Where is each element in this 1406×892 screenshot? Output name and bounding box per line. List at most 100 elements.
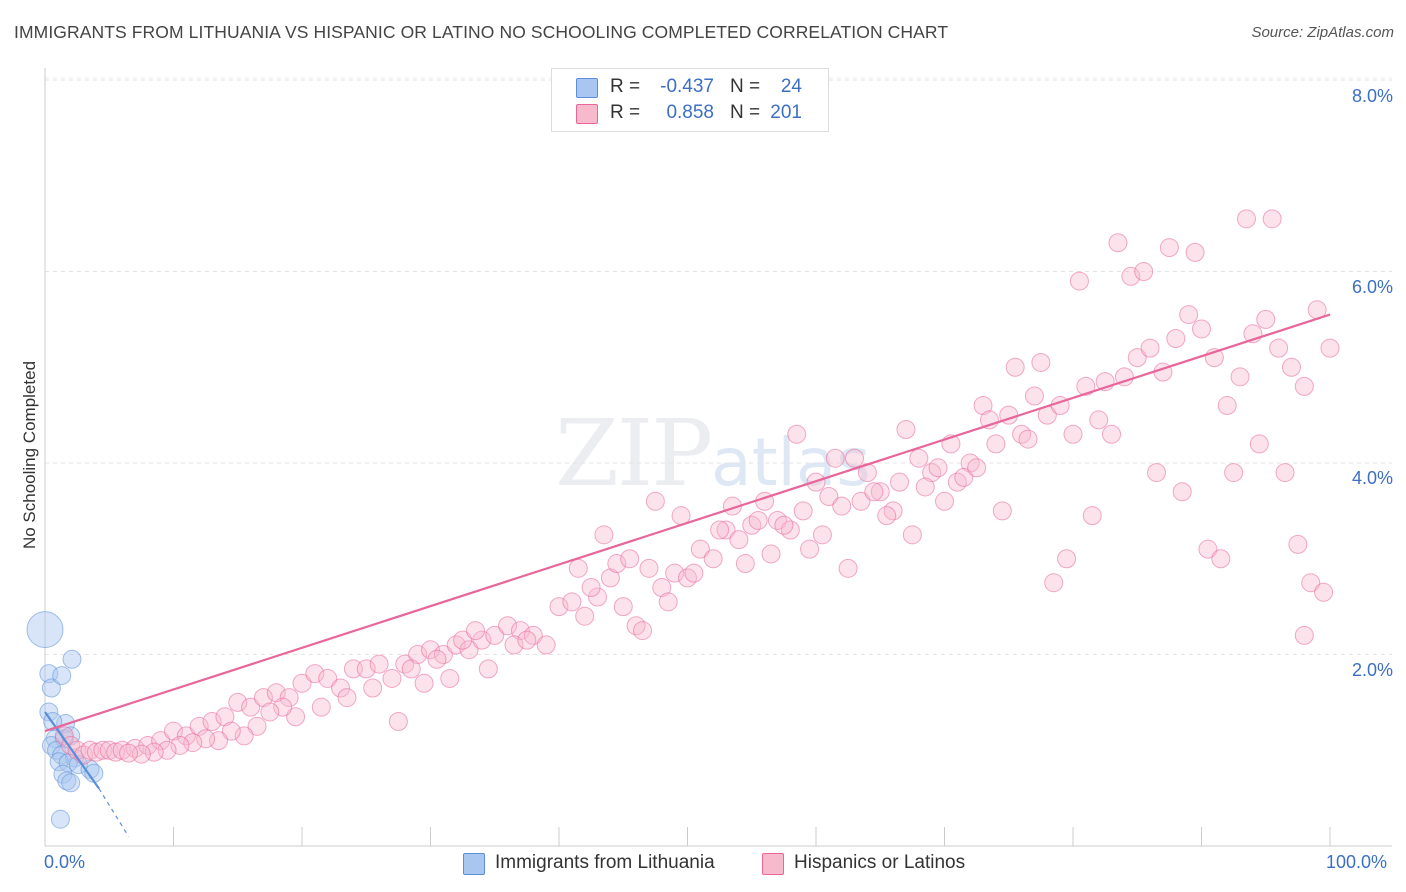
data-point	[41, 678, 61, 698]
data-point	[562, 592, 582, 612]
data-point	[1063, 424, 1083, 444]
swatch-icon	[576, 78, 598, 98]
n-label: N =	[730, 76, 761, 97]
data-point	[902, 525, 922, 545]
data-point	[478, 659, 498, 679]
data-point	[800, 539, 820, 559]
data-point	[1314, 582, 1334, 602]
data-point	[1140, 338, 1160, 358]
data-point	[973, 396, 993, 416]
legend-swatch-icon	[463, 853, 485, 875]
watermark-zip: ZIP	[555, 400, 713, 507]
trend-line	[44, 313, 1331, 733]
data-point	[1076, 376, 1096, 396]
data-point	[39, 702, 59, 722]
legend-swatch-icon	[762, 853, 784, 875]
data-point	[202, 712, 222, 732]
data-point	[62, 649, 82, 669]
data-point	[459, 640, 479, 660]
x-tick-label: 100.0%	[1326, 852, 1388, 872]
data-point	[356, 659, 376, 679]
data-point	[992, 501, 1012, 521]
series-lithuania	[26, 611, 104, 829]
data-point	[774, 515, 794, 535]
data-point	[498, 616, 518, 636]
data-point	[967, 458, 987, 478]
data-point	[363, 678, 383, 698]
data-point	[909, 448, 929, 468]
data-point	[851, 491, 871, 511]
data-point	[594, 525, 614, 545]
data-point	[273, 697, 293, 717]
data-point	[1224, 463, 1244, 483]
stats-box: R = -0.437 N = 24 R = 0.858 N = 201	[551, 68, 829, 132]
data-point	[196, 729, 216, 749]
data-point	[247, 716, 267, 736]
data-point	[825, 448, 845, 468]
data-point	[1172, 482, 1192, 502]
data-point	[318, 668, 338, 688]
data-point	[50, 809, 70, 829]
data-point	[1185, 242, 1205, 262]
data-point	[414, 673, 434, 693]
data-point	[382, 668, 402, 688]
data-point	[735, 554, 755, 574]
data-point	[1005, 357, 1025, 377]
data-point	[26, 611, 64, 649]
data-point	[575, 606, 595, 626]
data-point	[1294, 376, 1314, 396]
data-point	[658, 592, 678, 612]
n-label: N =	[730, 102, 761, 123]
y-tick-label: 8.0%	[1351, 86, 1393, 106]
data-point	[170, 735, 190, 755]
data-point	[915, 477, 935, 497]
data-point	[164, 721, 183, 741]
y-axis-label: No Schooling Completed	[20, 360, 39, 550]
data-point	[311, 697, 331, 717]
swatch-icon	[576, 104, 598, 124]
data-point	[1082, 506, 1102, 526]
data-point	[793, 501, 813, 521]
data-point	[716, 520, 736, 540]
data-point	[1301, 573, 1321, 593]
data-point	[189, 716, 209, 736]
data-point	[787, 424, 807, 444]
data-point	[1211, 549, 1231, 569]
y-tick-label: 6.0%	[1351, 277, 1393, 297]
data-point	[228, 692, 248, 712]
r-value: -0.437	[660, 76, 714, 97]
data-point	[253, 688, 273, 708]
data-point	[838, 558, 858, 578]
chart-legend: Immigrants from Lithuania Hispanics or L…	[0, 851, 1406, 877]
data-point	[1249, 434, 1269, 454]
data-point	[279, 688, 299, 708]
data-point	[613, 597, 633, 617]
legend-label: Immigrants from Lithuania	[495, 852, 715, 873]
data-point	[710, 520, 730, 540]
data-point	[877, 506, 897, 526]
data-point	[440, 668, 460, 688]
data-point	[465, 621, 485, 641]
stats-row-hispanic: R = 0.858 N = 201	[552, 101, 828, 127]
data-point	[1166, 329, 1186, 349]
stats-row-lithuania: R = -0.437 N = 24	[552, 75, 828, 101]
data-point	[870, 482, 890, 502]
data-point	[1198, 539, 1218, 559]
data-point	[1192, 319, 1211, 339]
data-point	[645, 491, 665, 511]
data-point	[864, 482, 884, 502]
data-point	[639, 558, 659, 578]
data-point	[305, 664, 325, 684]
data-point	[652, 577, 672, 597]
r-value: 0.858	[666, 102, 714, 123]
data-point	[421, 640, 440, 660]
data-point	[221, 721, 241, 741]
data-point	[1236, 209, 1256, 229]
data-point	[401, 659, 421, 679]
data-point	[286, 707, 306, 727]
data-point	[1044, 573, 1064, 593]
data-point	[61, 773, 81, 793]
data-point	[151, 731, 171, 751]
y-tick-label: 4.0%	[1351, 468, 1393, 488]
data-point	[954, 467, 974, 487]
